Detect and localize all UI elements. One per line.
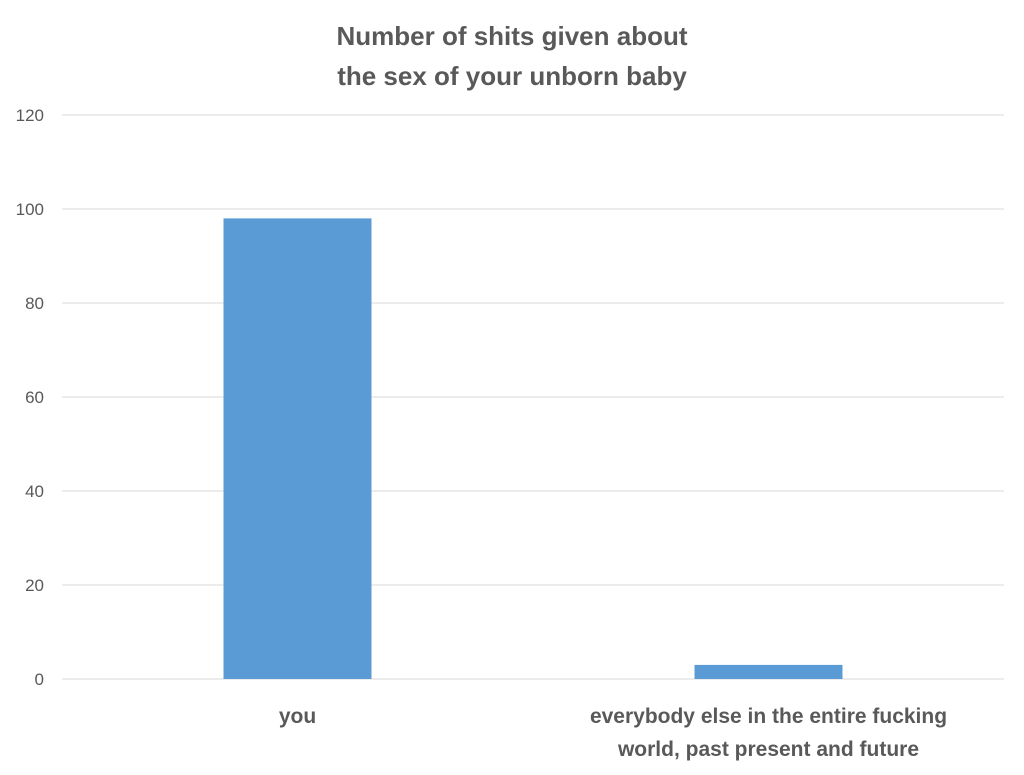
y-tick-label-20: 20	[25, 576, 44, 595]
y-tick-label-60: 60	[25, 388, 44, 407]
y-tick-label-120: 120	[16, 106, 44, 125]
gridlines	[62, 114, 1004, 680]
chart-title-line-2: the sex of your unborn baby	[337, 61, 687, 91]
y-tick-label-80: 80	[25, 294, 44, 313]
x-axis-labels: you everybody else in the entire fucking w…	[279, 705, 947, 761]
bar-0	[223, 218, 372, 679]
x-category-label-1-line-0: everybody else in the entire fucking	[590, 705, 947, 728]
y-tick-label-40: 40	[25, 482, 44, 501]
chart-title-line-1: Number of shits given about	[336, 21, 688, 51]
y-tick-label-100: 100	[16, 200, 44, 219]
chart-title: Number of shits given about the sex of y…	[0, 16, 1024, 96]
x-category-label-1-line-1: world, past present and future	[617, 738, 919, 761]
y-axis-ticks: 0 20 40 60 80 100 120	[16, 106, 44, 689]
x-category-label-0-line-0: you	[279, 705, 316, 728]
bar-1	[694, 664, 843, 679]
bars	[223, 218, 843, 679]
y-tick-label-0: 0	[35, 670, 44, 689]
